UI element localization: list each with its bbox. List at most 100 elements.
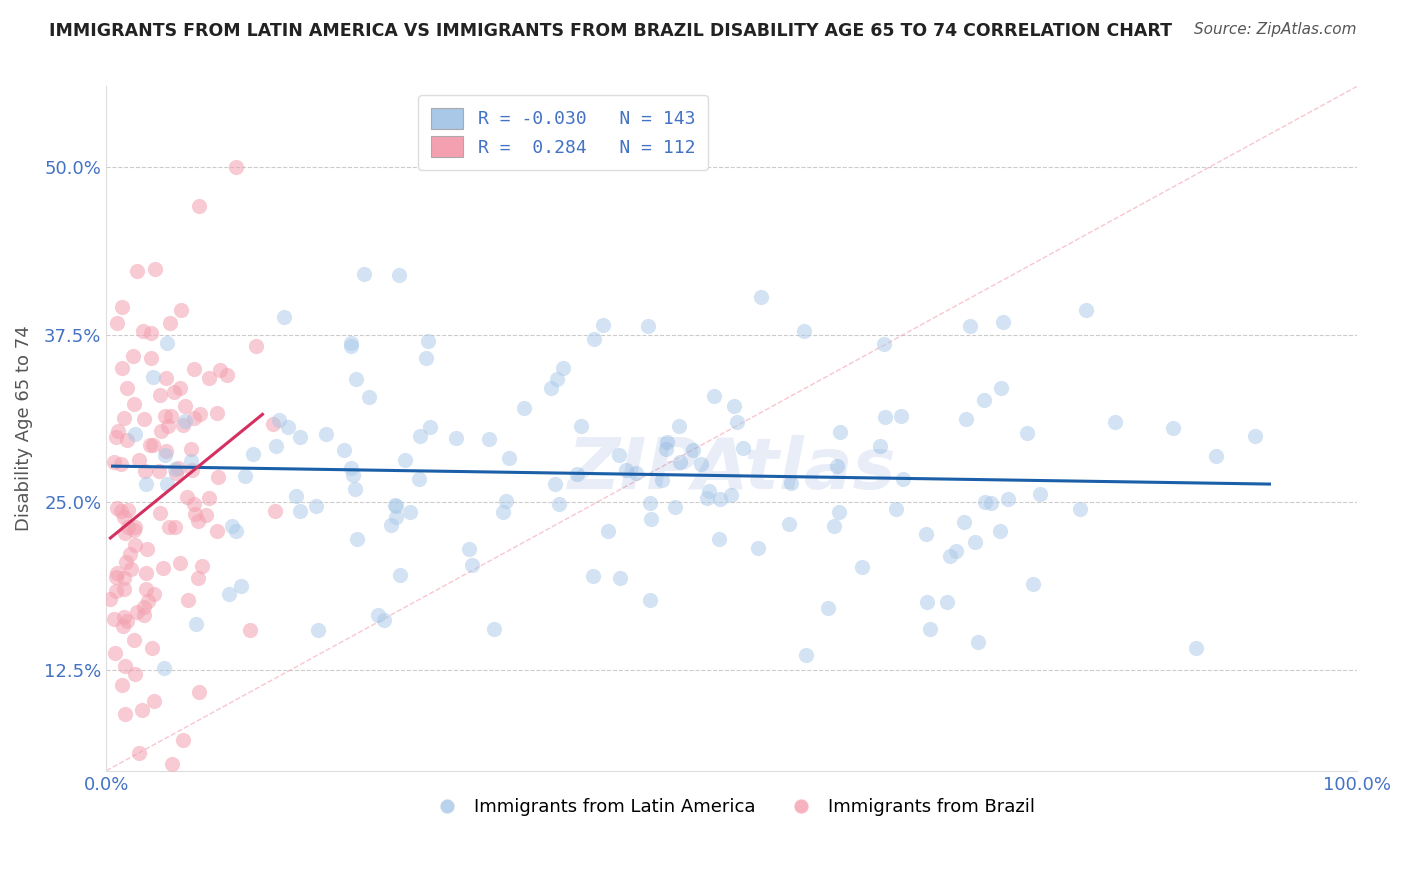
Text: Source: ZipAtlas.com: Source: ZipAtlas.com xyxy=(1194,22,1357,37)
Point xyxy=(935,595,957,609)
Point xyxy=(155,443,177,458)
Point xyxy=(495,493,517,508)
Point xyxy=(945,544,967,558)
Point xyxy=(408,428,430,442)
Point xyxy=(664,500,686,514)
Point xyxy=(890,409,912,424)
Point xyxy=(115,555,138,569)
Point xyxy=(273,310,295,325)
Point xyxy=(128,746,150,760)
Point xyxy=(582,332,605,346)
Point xyxy=(167,460,190,475)
Point xyxy=(163,519,186,533)
Point xyxy=(709,491,731,506)
Point xyxy=(135,566,157,580)
Point xyxy=(388,268,411,282)
Point xyxy=(640,511,662,525)
Point xyxy=(725,415,748,429)
Point xyxy=(149,388,172,402)
Point xyxy=(103,612,125,626)
Point xyxy=(1022,577,1045,591)
Point xyxy=(638,592,661,607)
Point xyxy=(359,390,381,404)
Point xyxy=(153,448,176,462)
Point xyxy=(117,503,139,517)
Point xyxy=(569,418,592,433)
Point xyxy=(114,510,136,524)
Point xyxy=(690,457,713,471)
Point xyxy=(884,502,907,516)
Point xyxy=(288,504,311,518)
Point xyxy=(110,504,132,518)
Point xyxy=(731,441,754,455)
Point xyxy=(124,538,146,552)
Point xyxy=(918,622,941,636)
Point xyxy=(388,568,411,582)
Point xyxy=(186,617,208,632)
Point xyxy=(394,453,416,467)
Point xyxy=(307,623,329,637)
Point xyxy=(264,504,287,518)
Point xyxy=(342,468,364,483)
Point xyxy=(720,488,742,502)
Point xyxy=(209,362,232,376)
Point xyxy=(120,561,142,575)
Point xyxy=(415,351,437,365)
Point xyxy=(105,584,128,599)
Point xyxy=(825,458,848,473)
Point xyxy=(696,491,718,506)
Point xyxy=(990,381,1012,395)
Point xyxy=(165,462,187,476)
Point xyxy=(245,339,267,353)
Point xyxy=(188,685,211,699)
Point xyxy=(988,524,1011,538)
Point xyxy=(607,448,630,462)
Point xyxy=(142,369,165,384)
Point xyxy=(139,351,162,366)
Point xyxy=(955,412,977,426)
Point xyxy=(1205,450,1227,464)
Point xyxy=(124,397,146,411)
Point xyxy=(183,497,205,511)
Point xyxy=(134,464,156,478)
Point xyxy=(131,703,153,717)
Point xyxy=(482,622,505,636)
Point xyxy=(183,507,205,521)
Point xyxy=(104,646,127,660)
Point xyxy=(973,393,995,408)
Point xyxy=(544,476,567,491)
Point xyxy=(177,593,200,607)
Point xyxy=(747,541,769,555)
Point xyxy=(103,455,125,469)
Point xyxy=(830,425,852,439)
Point xyxy=(851,559,873,574)
Point xyxy=(104,430,127,444)
Point xyxy=(156,419,179,434)
Point xyxy=(655,434,678,449)
Point xyxy=(339,335,361,350)
Point xyxy=(128,453,150,467)
Point xyxy=(288,430,311,444)
Point xyxy=(997,492,1019,507)
Point xyxy=(143,586,166,600)
Point xyxy=(114,707,136,722)
Point xyxy=(1104,415,1126,429)
Point xyxy=(965,534,987,549)
Point xyxy=(124,427,146,442)
Point xyxy=(135,477,157,491)
Point xyxy=(142,438,165,452)
Point xyxy=(112,610,135,624)
Point xyxy=(170,303,193,318)
Text: IMMIGRANTS FROM LATIN AMERICA VS IMMIGRANTS FROM BRAZIL DISABILITY AGE 65 TO 74 : IMMIGRANTS FROM LATIN AMERICA VS IMMIGRA… xyxy=(49,22,1173,40)
Point xyxy=(120,547,142,561)
Point xyxy=(153,409,176,424)
Point xyxy=(114,659,136,673)
Y-axis label: Disability Age 65 to 74: Disability Age 65 to 74 xyxy=(15,326,32,532)
Point xyxy=(264,439,287,453)
Point xyxy=(794,648,817,662)
Point xyxy=(111,360,134,375)
Point xyxy=(105,501,128,516)
Point xyxy=(149,425,172,439)
Point xyxy=(592,318,614,332)
Point xyxy=(111,678,134,692)
